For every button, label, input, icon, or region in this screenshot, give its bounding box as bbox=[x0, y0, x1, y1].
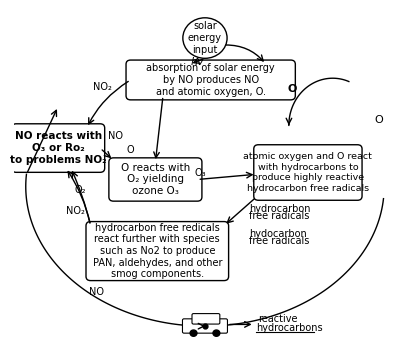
Text: hydrocarbon: hydrocarbon bbox=[249, 204, 310, 214]
Text: NO reacts with
O₃ or Ro₂
to problems NO₂: NO reacts with O₃ or Ro₂ to problems NO₂ bbox=[10, 131, 106, 165]
Text: hv: hv bbox=[191, 57, 204, 67]
Text: NO: NO bbox=[108, 131, 123, 141]
Circle shape bbox=[213, 330, 220, 336]
FancyBboxPatch shape bbox=[109, 158, 202, 201]
Text: solar
energy
input: solar energy input bbox=[188, 21, 222, 55]
Circle shape bbox=[190, 330, 197, 336]
Text: absorption of solar energy
by NO produces NO
and atomic oxygen, O.: absorption of solar energy by NO produce… bbox=[146, 63, 275, 96]
FancyBboxPatch shape bbox=[254, 145, 362, 200]
Text: free radicals: free radicals bbox=[249, 211, 309, 221]
FancyBboxPatch shape bbox=[86, 221, 229, 281]
Text: O: O bbox=[374, 115, 383, 125]
FancyBboxPatch shape bbox=[12, 124, 105, 172]
FancyBboxPatch shape bbox=[126, 60, 295, 100]
Text: NO: NO bbox=[89, 287, 104, 297]
Text: reactive: reactive bbox=[258, 314, 298, 324]
Text: NO₂: NO₂ bbox=[66, 206, 85, 216]
Text: hydrocarbon free redicals
react further with species
such as No2 to produce
PAN,: hydrocarbon free redicals react further … bbox=[93, 223, 222, 279]
Text: O: O bbox=[126, 145, 134, 155]
Text: O₃: O₃ bbox=[195, 168, 206, 178]
Text: hydrocarbons: hydrocarbons bbox=[256, 323, 323, 333]
Text: O: O bbox=[288, 84, 297, 94]
FancyBboxPatch shape bbox=[183, 319, 227, 333]
Text: O₂: O₂ bbox=[75, 185, 86, 195]
Text: atomic oxygen and O react
with hydrocarbons to
produce highly reactive
hydrocarb: atomic oxygen and O react with hydrocarb… bbox=[243, 152, 372, 193]
Text: NO₂: NO₂ bbox=[93, 82, 112, 92]
Text: hydocarbon: hydocarbon bbox=[249, 228, 306, 239]
Text: O reacts with
O₂ yielding
ozone O₃: O reacts with O₂ yielding ozone O₃ bbox=[121, 163, 190, 196]
Text: free radicals: free radicals bbox=[249, 235, 309, 246]
FancyBboxPatch shape bbox=[192, 314, 220, 324]
